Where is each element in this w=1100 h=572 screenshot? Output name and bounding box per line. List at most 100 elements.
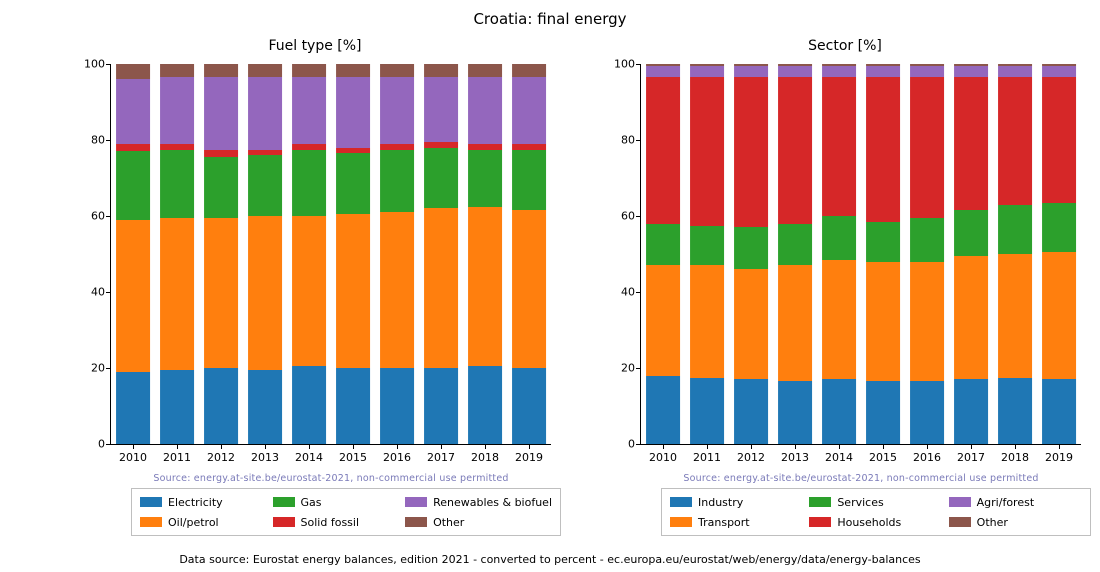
bar-column: [292, 64, 326, 444]
bar-segment-households: [1042, 77, 1076, 202]
bar-segment-services: [690, 226, 724, 266]
bar-segment-industry: [690, 378, 724, 445]
source-note-fuel: Source: energy.at-site.be/eurostat-2021,…: [111, 473, 551, 484]
bar-column: [690, 64, 724, 444]
x-tick-mark: [707, 444, 708, 449]
bar-segment-services: [734, 227, 768, 269]
legend-item-electricity: Electricity: [140, 493, 267, 511]
bar-segment-agri: [866, 66, 900, 77]
bar-segment-agri: [1042, 66, 1076, 77]
bar-segment-renew: [116, 79, 150, 144]
bar-segment-industry: [866, 381, 900, 444]
bar-segment-electricity: [468, 366, 502, 444]
y-tick-mark: [106, 64, 111, 65]
bar-segment-gas: [248, 155, 282, 216]
x-tick-mark: [353, 444, 354, 449]
y-tick-mark: [106, 292, 111, 293]
legend-swatch: [140, 517, 162, 527]
bar-column: [822, 64, 856, 444]
x-tick-label: 2018: [1001, 451, 1029, 464]
bar-segment-households: [866, 77, 900, 221]
bar-column: [204, 64, 238, 444]
bar-segment-transport: [778, 265, 812, 381]
bar-segment-other: [292, 64, 326, 77]
bar-segment-transport: [910, 262, 944, 382]
bar-segment-transport: [998, 254, 1032, 378]
x-tick-mark: [177, 444, 178, 449]
bar-segment-transport: [734, 269, 768, 379]
legend-label: Transport: [698, 516, 750, 529]
bar-segment-other: [468, 64, 502, 77]
bar-segment-renew: [204, 77, 238, 149]
bar-segment-services: [998, 205, 1032, 254]
y-tick-mark: [636, 292, 641, 293]
bar-segment-renew: [380, 77, 414, 144]
bar-segment-other: [336, 64, 370, 77]
bar-column: [866, 64, 900, 444]
x-tick-mark: [221, 444, 222, 449]
bar-column: [468, 64, 502, 444]
bar-segment-oil: [292, 216, 326, 366]
bar-segment-households: [646, 77, 680, 223]
bar-segment-transport: [822, 260, 856, 380]
legend-label: Agri/forest: [977, 496, 1035, 509]
x-tick-label: 2016: [383, 451, 411, 464]
y-tick-mark: [636, 216, 641, 217]
bar-segment-transport: [646, 265, 680, 375]
legend-item-solid: Solid fossil: [273, 513, 400, 531]
legend-label: Services: [837, 496, 883, 509]
x-tick-mark: [133, 444, 134, 449]
legend-item-households: Households: [809, 513, 942, 531]
panel-title-fuel: Fuel type [%]: [80, 38, 550, 58]
x-tick-label: 2019: [515, 451, 543, 464]
bar-segment-industry: [910, 381, 944, 444]
y-tick-label: 20: [75, 362, 105, 375]
x-tick-label: 2014: [295, 451, 323, 464]
y-tick-mark: [106, 140, 111, 141]
y-tick-mark: [636, 444, 641, 445]
legend-swatch: [670, 517, 692, 527]
bar-column: [512, 64, 546, 444]
bar-column: [778, 64, 812, 444]
y-tick-mark: [636, 140, 641, 141]
y-tick-label: 40: [75, 286, 105, 299]
y-tick-mark: [636, 368, 641, 369]
bar-segment-renew: [336, 77, 370, 147]
bar-segment-gas: [292, 150, 326, 217]
legend-swatch: [405, 517, 427, 527]
bar-column: [336, 64, 370, 444]
bar-segment-services: [866, 222, 900, 262]
y-tick-label: 0: [75, 438, 105, 451]
bar-segment-agri: [690, 66, 724, 77]
x-tick-label: 2017: [957, 451, 985, 464]
bar-segment-industry: [646, 376, 680, 444]
bar-segment-other: [116, 64, 150, 79]
bar-segment-households: [954, 77, 988, 210]
y-tick-label: 20: [605, 362, 635, 375]
legend-fuel: ElectricityGasRenewables & biofuelOil/pe…: [131, 488, 561, 536]
bar-segment-gas: [468, 150, 502, 207]
bar-column: [1042, 64, 1076, 444]
legend-label: Renewables & biofuel: [433, 496, 552, 509]
bar-column: [910, 64, 944, 444]
legend-swatch: [949, 497, 971, 507]
legend-label: Other: [977, 516, 1008, 529]
x-tick-mark: [265, 444, 266, 449]
plot-area-fuel: Source: energy.at-site.be/eurostat-2021,…: [110, 64, 551, 445]
bar-segment-other: [424, 64, 458, 77]
bar-segment-agri: [910, 66, 944, 77]
legend-label: Electricity: [168, 496, 223, 509]
x-tick-mark: [1015, 444, 1016, 449]
x-tick-mark: [397, 444, 398, 449]
x-tick-label: 2013: [781, 451, 809, 464]
legend-swatch: [949, 517, 971, 527]
legend-label: Industry: [698, 496, 743, 509]
legend-label: Gas: [301, 496, 322, 509]
bar-segment-electricity: [116, 372, 150, 444]
bar-segment-industry: [734, 379, 768, 444]
x-tick-mark: [309, 444, 310, 449]
bar-segment-industry: [778, 381, 812, 444]
legend-label: Solid fossil: [301, 516, 359, 529]
bar-segment-renew: [248, 77, 282, 149]
bar-segment-industry: [998, 378, 1032, 445]
